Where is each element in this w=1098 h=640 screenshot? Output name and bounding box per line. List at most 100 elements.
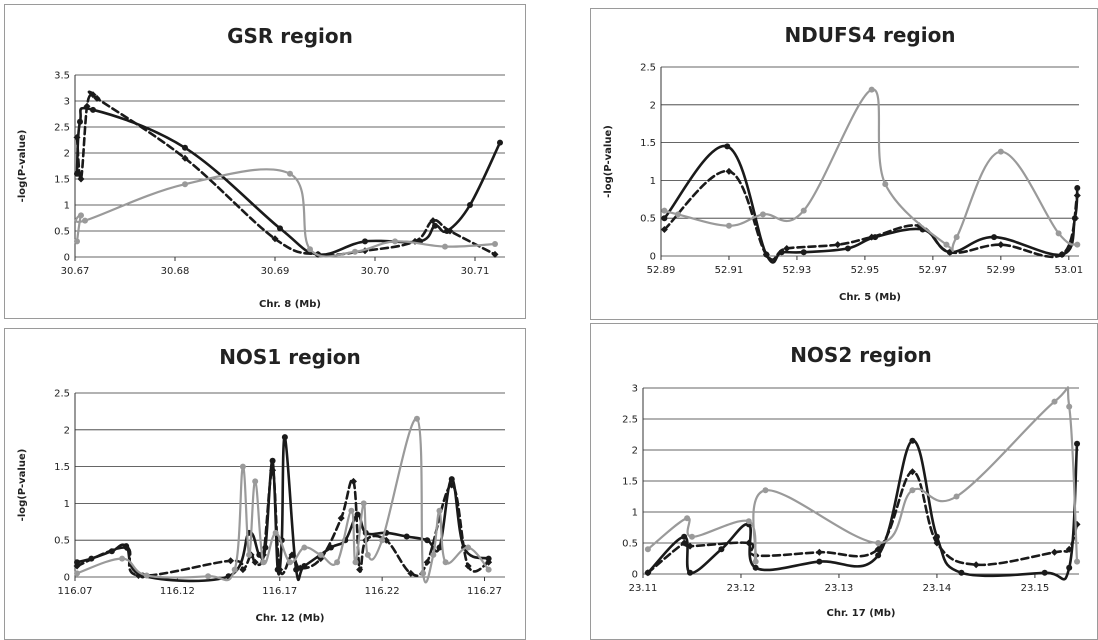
- series-line-3: [646, 386, 1079, 563]
- data-point: [349, 477, 357, 485]
- y-tick-label: 2.5: [54, 389, 70, 400]
- data-point: [752, 564, 759, 571]
- data-point: [77, 175, 85, 183]
- y-tick-label: 0: [64, 573, 70, 584]
- data-point: [82, 217, 88, 224]
- x-tick-label: 53.01: [1054, 265, 1083, 276]
- data-point: [844, 245, 851, 252]
- y-tick-label: 1.5: [640, 138, 656, 149]
- data-point: [362, 238, 368, 245]
- data-point: [413, 415, 420, 422]
- series-line-1: [75, 435, 490, 583]
- x-tick-label: 116.22: [365, 586, 400, 597]
- data-point: [816, 558, 823, 565]
- data-point: [1066, 564, 1073, 571]
- data-point: [497, 139, 503, 146]
- data-point: [874, 545, 882, 553]
- data-point: [407, 569, 415, 577]
- y-tick-label: 0: [632, 570, 638, 581]
- data-point: [718, 546, 725, 553]
- y-tick-label: 2: [64, 425, 70, 436]
- data-point: [1055, 230, 1062, 237]
- y-tick-label: 1: [632, 508, 638, 519]
- chart-title: GSR region: [227, 24, 353, 48]
- data-point: [288, 551, 296, 559]
- data-point: [660, 226, 668, 234]
- x-tick-label: 52.99: [987, 265, 1016, 276]
- data-point: [271, 235, 279, 243]
- data-point: [205, 573, 212, 580]
- data-point: [997, 148, 1004, 155]
- chart-panel-gsr: GSR region 0 0.5 1 1.5 2 2.5 3 3.5 30.67 30.68 30.6…: [4, 4, 526, 319]
- x-tick-label: 23.11: [629, 583, 658, 594]
- data-point: [287, 559, 293, 566]
- y-axis-label: -log(P-value): [17, 130, 28, 203]
- data-point: [352, 559, 359, 566]
- data-point: [356, 566, 364, 574]
- data-point: [953, 234, 960, 241]
- data-point: [252, 478, 259, 485]
- data-point: [277, 225, 283, 232]
- data-point: [783, 244, 791, 252]
- data-point: [239, 463, 246, 470]
- y-tick-label: 0.5: [54, 536, 70, 547]
- data-point: [933, 539, 941, 547]
- data-point: [953, 493, 960, 500]
- data-point: [491, 250, 499, 258]
- x-axis-label: Chr. 17 (Mb): [827, 608, 896, 619]
- data-point: [485, 555, 492, 562]
- y-axis-label: -log(P-value): [17, 449, 28, 522]
- data-point: [246, 551, 253, 558]
- chart-svg: GSR region 0 0.5 1 1.5 2 2.5 3 3.5 30.67 30.68 30.6…: [17, 24, 505, 310]
- data-point: [1051, 398, 1058, 405]
- data-point: [74, 238, 80, 245]
- y-tick-label: 3.5: [54, 71, 70, 82]
- data-point: [281, 434, 288, 441]
- y-tick-label: 2: [64, 149, 70, 160]
- x-tick-label: 23.14: [923, 583, 952, 594]
- data-point: [269, 457, 276, 464]
- data-point: [686, 542, 694, 550]
- x-tick-label: 23.15: [1021, 583, 1050, 594]
- data-point: [446, 227, 454, 235]
- data-point: [875, 552, 882, 559]
- data-point: [1066, 403, 1073, 410]
- data-point: [251, 558, 259, 566]
- data-point: [77, 118, 83, 125]
- data-point: [74, 570, 81, 577]
- data-point: [661, 207, 668, 214]
- data-point: [436, 544, 443, 551]
- y-tick-label: 2: [632, 446, 638, 457]
- data-point: [485, 558, 493, 566]
- data-point: [1065, 545, 1073, 553]
- data-point: [269, 466, 277, 474]
- data-point: [442, 559, 449, 566]
- data-point: [307, 246, 313, 253]
- data-point: [432, 222, 438, 229]
- data-point: [684, 515, 691, 522]
- data-point: [875, 540, 882, 546]
- data-point: [1058, 250, 1066, 258]
- data-point: [1074, 241, 1081, 248]
- data-point: [492, 241, 498, 247]
- x-tick-label: 30.71: [461, 266, 490, 277]
- x-axis-label: Chr. 5 (Mb): [839, 292, 901, 303]
- data-point: [644, 546, 651, 553]
- data-point: [403, 533, 410, 540]
- data-point: [364, 551, 371, 558]
- data-point: [287, 170, 293, 177]
- x-tick-label: 30.69: [261, 266, 290, 277]
- x-tick-label: 23.12: [727, 583, 756, 594]
- data-point: [946, 248, 954, 256]
- series-line-3: [74, 168, 497, 258]
- x-axis-label: Chr. 8 (Mb): [259, 299, 321, 310]
- data-point: [423, 558, 431, 566]
- data-point: [119, 555, 126, 562]
- data-point: [348, 507, 355, 514]
- data-point: [1074, 184, 1081, 191]
- data-point: [800, 249, 807, 256]
- data-point: [759, 211, 766, 218]
- x-tick-label: 116.17: [262, 586, 297, 597]
- data-point: [681, 533, 688, 540]
- y-tick-label: 1: [64, 499, 70, 510]
